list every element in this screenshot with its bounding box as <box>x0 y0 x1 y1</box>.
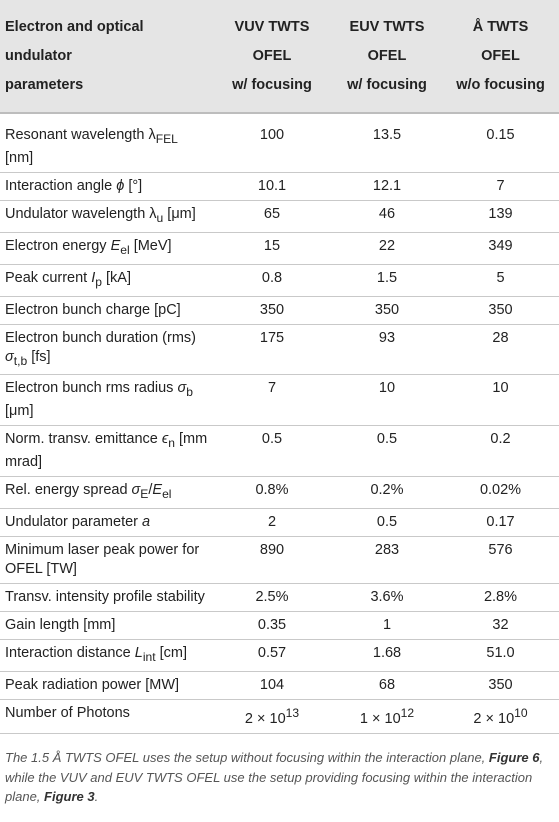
cell-angstrom: 350 <box>442 296 559 325</box>
row-label: Gain length [mm] <box>0 611 212 641</box>
table-body: Resonant wavelength λFEL [nm] 100 13.5 0… <box>0 113 559 734</box>
row-label: Minimum laser peak power for OFEL [TW] <box>0 536 212 585</box>
cell-angstrom: 51.0 <box>442 639 559 673</box>
row-label: Electron bunch rms radius σb [μm] <box>0 374 212 427</box>
table-row: Undulator parameter a 2 0.5 0.17 <box>0 508 559 538</box>
cell-euv: 0.5 <box>332 425 442 478</box>
cell-euv: 13.5 <box>332 113 442 173</box>
table-row: Minimum laser peak power for OFEL [TW] 8… <box>0 536 559 585</box>
cell-euv: 1 × 1012 <box>332 699 442 734</box>
cell-angstrom: 28 <box>442 324 559 376</box>
table-row: Electron bunch duration (rms) σt,b [fs] … <box>0 324 559 376</box>
cell-euv: 1.68 <box>332 639 442 673</box>
cell-angstrom: 7 <box>442 172 559 201</box>
table-row: Resonant wavelength λFEL [nm] 100 13.5 0… <box>0 113 559 173</box>
cell-euv: 22 <box>332 232 442 265</box>
cell-angstrom: 0.17 <box>442 508 559 538</box>
cell-vuv: 0.8% <box>212 476 332 510</box>
cell-euv: 283 <box>332 536 442 585</box>
cell-euv: 46 <box>332 200 442 233</box>
row-label: Peak radiation power [MW] <box>0 671 212 701</box>
row-label: Interaction distance Lint [cm] <box>0 639 212 673</box>
cell-vuv: 0.8 <box>212 264 332 297</box>
cell-vuv: 175 <box>212 324 332 376</box>
cell-vuv: 0.5 <box>212 425 332 478</box>
cell-vuv: 15 <box>212 232 332 265</box>
cell-vuv: 350 <box>212 296 332 325</box>
table-row: Interaction angle ϕ [°] 10.1 12.1 7 <box>0 172 559 201</box>
cell-vuv: 0.35 <box>212 611 332 641</box>
header-angstrom: Å TWTS OFEL w/o focusing <box>442 0 559 114</box>
figure-6-link[interactable]: Figure 6 <box>488 750 540 765</box>
cell-euv: 1.5 <box>332 264 442 297</box>
table-row: Electron bunch rms radius σb [μm] 7 10 1… <box>0 374 559 427</box>
cell-vuv: 10.1 <box>212 172 332 201</box>
table-row: Electron energy Eel [MeV] 15 22 349 <box>0 232 559 265</box>
row-label: Peak current Ip [kA] <box>0 264 212 297</box>
cell-euv: 0.2% <box>332 476 442 510</box>
table-row: Undulator wavelength λu [μm] 65 46 139 <box>0 200 559 233</box>
table-header: Electron and optical undulator parameters … <box>0 0 559 114</box>
cell-angstrom: 139 <box>442 200 559 233</box>
cell-vuv: 104 <box>212 671 332 701</box>
cell-angstrom: 10 <box>442 374 559 427</box>
row-label: Undulator wavelength λu [μm] <box>0 200 212 233</box>
cell-euv: 68 <box>332 671 442 701</box>
cell-angstrom: 576 <box>442 536 559 585</box>
header-vuv: VUV TWTS OFEL w/ focusing <box>212 0 332 114</box>
cell-vuv: 65 <box>212 200 332 233</box>
header-euv: EUV TWTS OFEL w/ focusing <box>332 0 442 114</box>
table-row: Number of Photons 2 × 1013 1 × 1012 2 × … <box>0 699 559 734</box>
cell-vuv: 0.57 <box>212 639 332 673</box>
row-label: Rel. energy spread σE/Eel <box>0 476 212 510</box>
table-container: Electron and optical undulator parameters … <box>0 0 559 734</box>
table-row: Peak current Ip [kA] 0.8 1.5 5 <box>0 264 559 297</box>
table-row: Transv. intensity profile stability 2.5%… <box>0 583 559 613</box>
cell-vuv: 2.5% <box>212 583 332 613</box>
cell-vuv: 2 × 1013 <box>212 699 332 734</box>
row-label: Electron bunch charge [pC] <box>0 296 212 325</box>
row-label: Norm. transv. emittance ϵn [mm mrad] <box>0 425 212 478</box>
row-label: Electron bunch duration (rms) σt,b [fs] <box>0 324 212 376</box>
cell-euv: 12.1 <box>332 172 442 201</box>
cell-euv: 350 <box>332 296 442 325</box>
header-parameters: Electron and optical undulator parameters <box>0 0 212 114</box>
row-label: Transv. intensity profile stability <box>0 583 212 613</box>
figure-3-link[interactable]: Figure 3 <box>44 789 95 804</box>
table-row: Peak radiation power [MW] 104 68 350 <box>0 671 559 701</box>
cell-vuv: 7 <box>212 374 332 427</box>
row-label: Undulator parameter a <box>0 508 212 538</box>
cell-euv: 3.6% <box>332 583 442 613</box>
parameters-table: Electron and optical undulator parameters … <box>0 0 559 734</box>
cell-angstrom: 2 × 1010 <box>442 699 559 734</box>
cell-angstrom: 32 <box>442 611 559 641</box>
row-label: Electron energy Eel [MeV] <box>0 232 212 265</box>
row-label: Resonant wavelength λFEL [nm] <box>0 113 212 173</box>
cell-angstrom: 0.2 <box>442 425 559 478</box>
cell-euv: 10 <box>332 374 442 427</box>
cell-vuv: 2 <box>212 508 332 538</box>
table-row: Norm. transv. emittance ϵn [mm mrad] 0.5… <box>0 425 559 478</box>
table-row: Gain length [mm] 0.35 1 32 <box>0 611 559 641</box>
cell-angstrom: 0.15 <box>442 113 559 173</box>
cell-vuv: 890 <box>212 536 332 585</box>
cell-angstrom: 0.02% <box>442 476 559 510</box>
table-row: Interaction distance Lint [cm] 0.57 1.68… <box>0 639 559 673</box>
cell-angstrom: 349 <box>442 232 559 265</box>
cell-angstrom: 5 <box>442 264 559 297</box>
row-label: Interaction angle ϕ [°] <box>0 172 212 201</box>
cell-euv: 93 <box>332 324 442 376</box>
cell-euv: 0.5 <box>332 508 442 538</box>
cell-euv: 1 <box>332 611 442 641</box>
table-caption: The 1.5 Å TWTS OFEL uses the setup witho… <box>5 750 544 804</box>
cell-angstrom: 2.8% <box>442 583 559 613</box>
row-label: Number of Photons <box>0 699 212 734</box>
cell-angstrom: 350 <box>442 671 559 701</box>
cell-vuv: 100 <box>212 113 332 173</box>
table-row: Electron bunch charge [pC] 350 350 350 <box>0 296 559 325</box>
table-row: Rel. energy spread σE/Eel 0.8% 0.2% 0.02… <box>0 476 559 510</box>
